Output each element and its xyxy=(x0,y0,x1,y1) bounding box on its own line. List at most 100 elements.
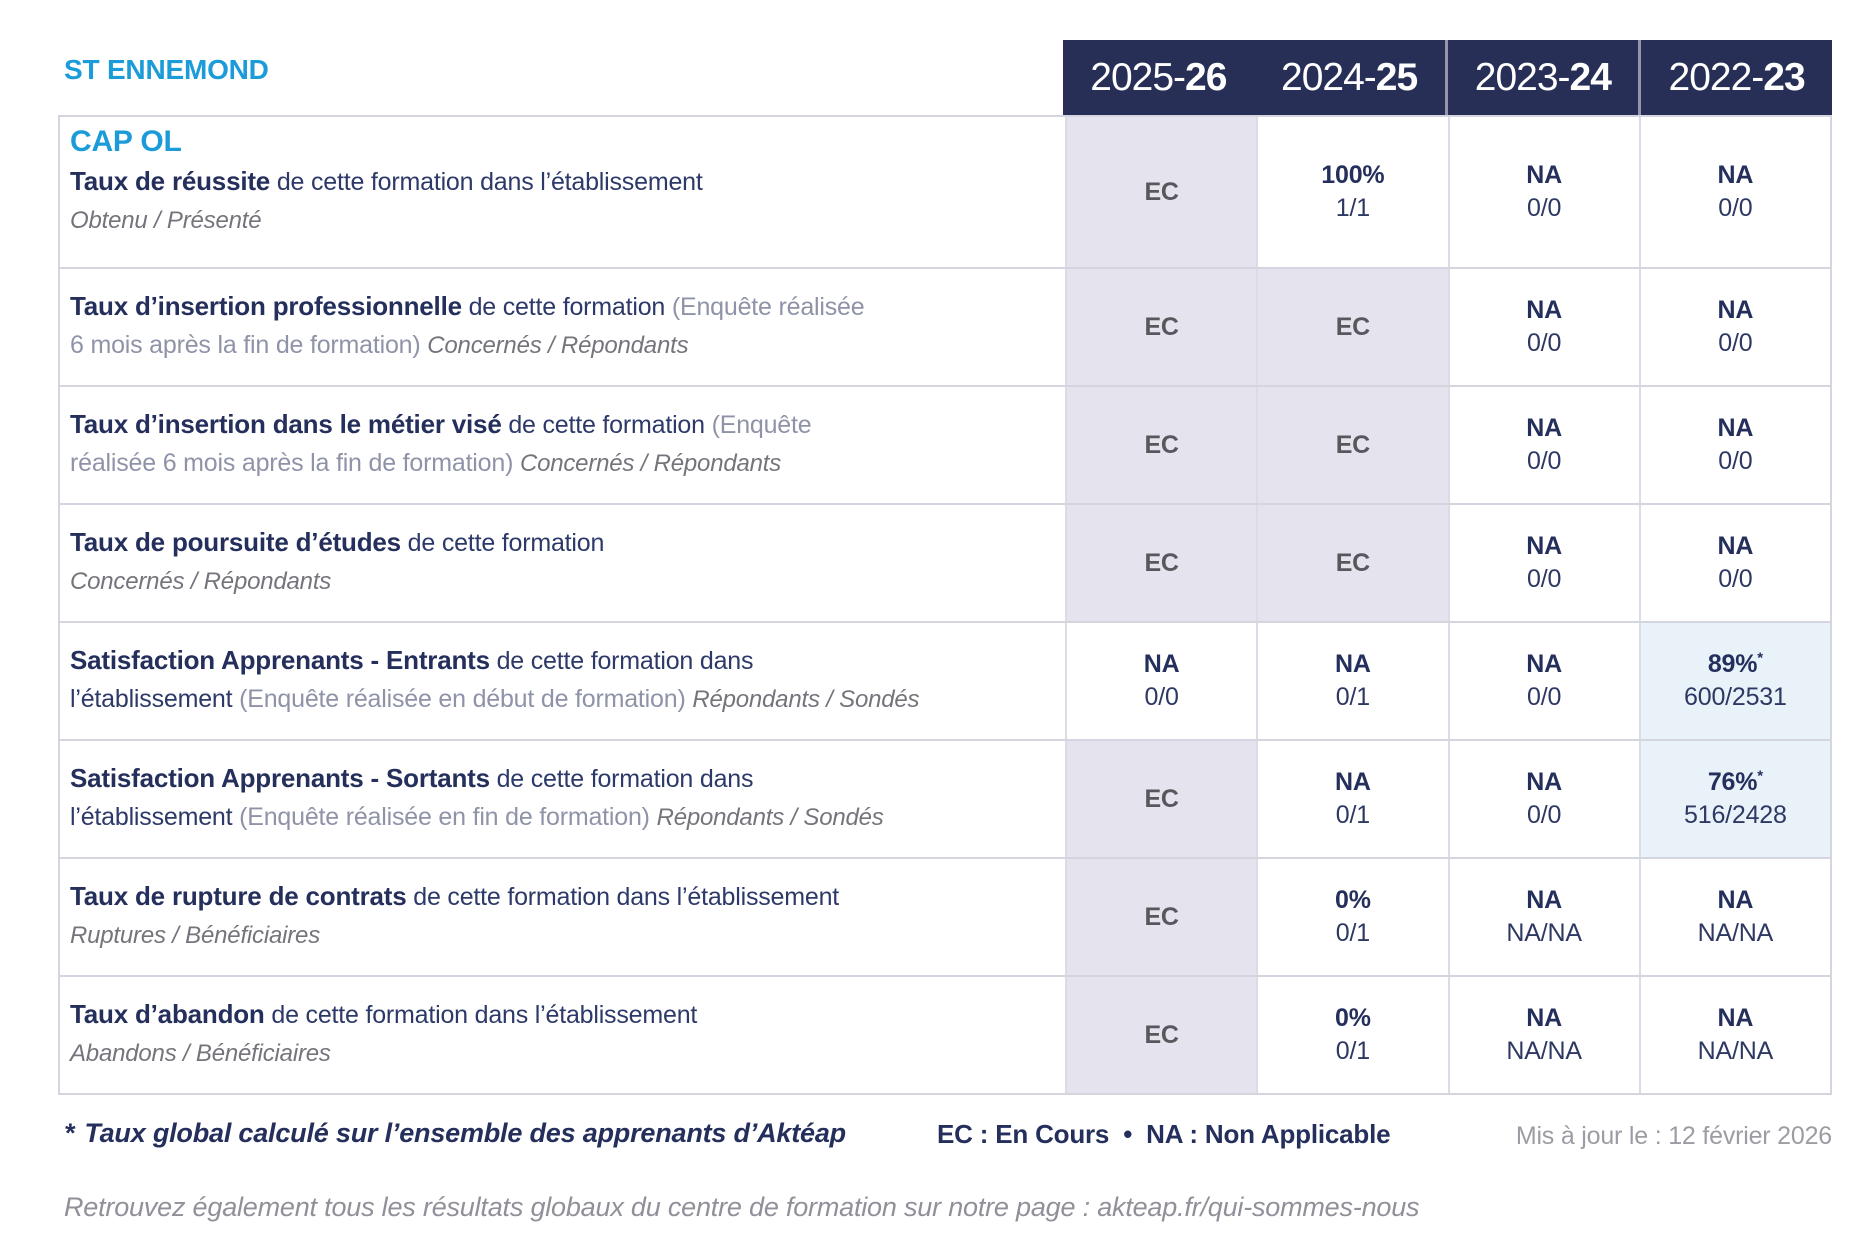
label-segment: Concernés / Répondants xyxy=(70,567,332,595)
footnote-text: Taux global calculé sur l’ensemble des a… xyxy=(84,1118,846,1148)
value-main: EC xyxy=(1144,312,1179,341)
label-segment: (Enquête réalisée en début de formation) xyxy=(239,684,693,713)
label-segment: réalisée 6 mois après la fin de formatio… xyxy=(70,448,520,477)
value-main: NA xyxy=(1526,161,1562,189)
value-detail: 0/0 xyxy=(1527,329,1562,357)
label-segment: (Enquête réalisée en fin de formation) xyxy=(239,802,657,831)
value-main: NA xyxy=(1717,886,1754,914)
label-segment: Abandons / Bénéficiaires xyxy=(70,1039,331,1067)
value-detail: 0/1 xyxy=(1335,801,1370,829)
label-segment: Taux d’abandon xyxy=(70,998,265,1029)
value-cell-taux-abandon-2022-23: NA NA/NA xyxy=(1638,977,1830,1093)
label-segment: Satisfaction Apprenants - Entrants xyxy=(70,644,490,675)
year-column-2025-26: 2025- 26 xyxy=(1063,40,1254,115)
label-segment: de cette formation dans xyxy=(489,764,754,793)
value-main: 76%* xyxy=(1707,767,1763,796)
metric-label-taux-poursuite-etudes: Taux de poursuite d’études de cette form… xyxy=(60,505,1065,621)
value-cell-taux-rupture-contrats-2022-23: NA NA/NA xyxy=(1638,859,1830,975)
label-line: Concernés / Répondants xyxy=(70,564,1005,602)
value-main: EC xyxy=(1144,902,1179,931)
table-row-satisfaction-apprenants-entrants: Satisfaction Apprenants - Entrants de ce… xyxy=(60,621,1830,739)
value-detail: 0/0 xyxy=(1527,801,1562,829)
label-line: Ruptures / Bénéficiaires xyxy=(70,918,1005,956)
table-row-taux-rupture-contrats: Taux de rupture de contrats de cette for… xyxy=(60,857,1830,975)
value-detail: 0/0 xyxy=(1527,194,1562,222)
value-main: EC xyxy=(1144,784,1179,813)
value-main: NA xyxy=(1717,296,1754,324)
label-line: Taux de poursuite d’études de cette form… xyxy=(70,525,1005,564)
metric-label-satisfaction-apprenants-sortants: Satisfaction Apprenants - Sortants de ce… xyxy=(60,741,1065,857)
label-segment: l’établissement xyxy=(70,684,240,713)
table-row-satisfaction-apprenants-sortants: Satisfaction Apprenants - Sortants de ce… xyxy=(60,739,1830,857)
label-segment: de cette formation dans l’établissement xyxy=(270,167,703,196)
label-segment: de cette formation xyxy=(400,528,605,557)
bottom-note: Retrouvez également tous les résultats g… xyxy=(64,1192,1420,1222)
value-detail: 0/0 xyxy=(1527,565,1562,593)
label-line: Taux d’abandon de cette formation dans l… xyxy=(70,997,1005,1036)
label-segment: Ruptures / Bénéficiaires xyxy=(70,921,320,949)
value-detail: 0/0 xyxy=(1718,194,1753,222)
value-main: 0% xyxy=(1335,886,1371,914)
label-line: Taux d’insertion dans le métier visé de … xyxy=(70,407,1005,446)
year-prefix: 2024- xyxy=(1281,55,1377,99)
value-detail: 0/0 xyxy=(1527,447,1562,475)
value-cell-taux-insertion-metier-vise-2022-23: NA 0/0 xyxy=(1638,387,1830,503)
year-column-2024-25: 2024- 25 xyxy=(1254,40,1445,115)
label-segment: Taux de poursuite d’études xyxy=(70,526,401,557)
value-cell-satisfaction-apprenants-entrants-2022-23: 89%* 600/2531 xyxy=(1638,623,1830,739)
value-cell-taux-de-reussite-2022-23: NA 0/0 xyxy=(1638,117,1830,267)
label-segment: de cette formation xyxy=(461,292,672,321)
value-main: NA xyxy=(1526,1004,1562,1032)
label-segment: Répondants / Sondés xyxy=(692,685,920,713)
value-cell-taux-rupture-contrats-2025-26: EC xyxy=(1065,859,1257,975)
value-cell-taux-poursuite-etudes-2025-26: EC xyxy=(1065,505,1257,621)
value-detail: 516/2428 xyxy=(1684,801,1787,829)
table-row-taux-insertion-metier-vise: Taux d’insertion dans le métier visé de … xyxy=(60,385,1830,503)
value-main: NA xyxy=(1717,1004,1754,1032)
value-detail: 0/0 xyxy=(1718,329,1753,357)
value-main: EC xyxy=(1335,430,1371,459)
value-main: EC xyxy=(1144,430,1179,459)
value-main: NA xyxy=(1143,650,1180,678)
value-cell-satisfaction-apprenants-sortants-2025-26: EC xyxy=(1065,741,1257,857)
value-main: NA xyxy=(1717,161,1754,189)
value-cell-taux-abandon-2025-26: EC xyxy=(1065,977,1257,1093)
metric-label-taux-de-reussite: CAP OL Taux de réussite de cette formatio… xyxy=(60,117,1065,267)
label-segment: l’établissement xyxy=(70,802,240,831)
value-detail: 0/1 xyxy=(1335,683,1370,711)
value-cell-taux-abandon-2024-25: 0% 0/1 xyxy=(1256,977,1448,1093)
label-segment: Concernés / Répondants xyxy=(427,331,689,359)
value-main: 100% xyxy=(1321,161,1385,189)
value-cell-taux-rupture-contrats-2023-24: NA NA/NA xyxy=(1447,859,1639,975)
metric-label-taux-rupture-contrats: Taux de rupture de contrats de cette for… xyxy=(60,859,1065,975)
label-segment: de cette formation dans l’établissement xyxy=(264,1000,698,1029)
value-cell-satisfaction-apprenants-sortants-2022-23: 76%* 516/2428 xyxy=(1638,741,1830,857)
value-cell-taux-poursuite-etudes-2022-23: NA 0/0 xyxy=(1638,505,1830,621)
value-main: NA xyxy=(1526,532,1562,560)
value-main: EC xyxy=(1335,312,1371,341)
year-suffix: 25 xyxy=(1375,55,1418,99)
value-main: NA xyxy=(1526,650,1562,678)
label-segment: de cette formation xyxy=(501,410,712,439)
value-cell-satisfaction-apprenants-sortants-2023-24: NA 0/0 xyxy=(1447,741,1639,857)
value-detail: NA/NA xyxy=(1506,919,1582,947)
label-segment: (Enquête réalisée xyxy=(671,292,865,321)
value-main: NA xyxy=(1717,532,1754,560)
value-cell-taux-insertion-metier-vise-2024-25: EC xyxy=(1256,387,1448,503)
label-segment: (Enquête xyxy=(711,410,812,439)
table-row-taux-de-reussite: CAP OL Taux de réussite de cette formatio… xyxy=(60,117,1830,267)
metric-label-taux-insertion-professionnelle: Taux d’insertion professionnelle de cett… xyxy=(60,269,1065,385)
value-detail: 0/0 xyxy=(1527,683,1562,711)
value-cell-taux-de-reussite-2023-24: NA 0/0 xyxy=(1447,117,1639,267)
label-line: 6 mois après la fin de formation) Concer… xyxy=(70,328,1005,366)
value-cell-taux-de-reussite-2024-25: 100% 1/1 xyxy=(1256,117,1448,267)
value-cell-satisfaction-apprenants-entrants-2025-26: NA 0/0 xyxy=(1065,623,1257,739)
year-prefix: 2022- xyxy=(1668,55,1765,99)
value-main: 0% xyxy=(1335,1004,1371,1032)
value-main: NA xyxy=(1526,768,1562,796)
updated-date: Mis à jour le : 12 février 2026 xyxy=(1515,1122,1832,1150)
label-line: l’établissement (Enquête réalisée en fin… xyxy=(70,800,1005,838)
value-main: EC xyxy=(1144,548,1179,577)
value-main: 89%* xyxy=(1707,649,1763,678)
value-cell-satisfaction-apprenants-entrants-2024-25: NA 0/1 xyxy=(1256,623,1448,739)
